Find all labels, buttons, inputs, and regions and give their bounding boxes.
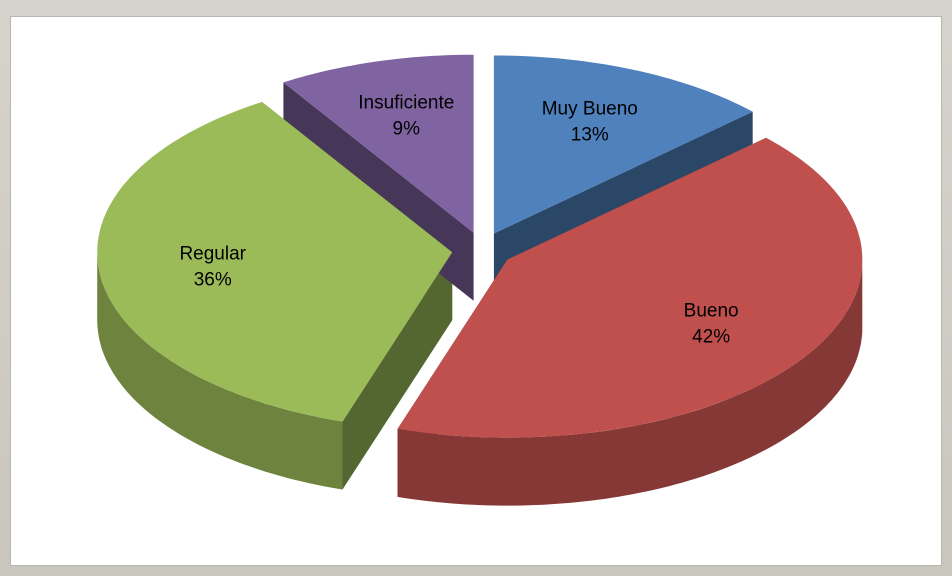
data-label-category: Insuficiente: [358, 92, 454, 113]
slice: [97, 102, 453, 422]
data-label-category: Bueno: [684, 301, 739, 322]
slice: [493, 55, 753, 234]
data-label-category: Regular: [179, 243, 246, 264]
slice-wall: [397, 259, 863, 506]
data-label-value: 13%: [571, 124, 609, 145]
slice: [283, 54, 474, 233]
data-label-value: 42%: [692, 327, 730, 348]
data-label-value: 9%: [393, 118, 421, 139]
slice: [397, 137, 863, 438]
data-label-category: Muy Bueno: [542, 98, 638, 119]
data-label-value: 36%: [194, 269, 232, 290]
slice-wall: [97, 252, 343, 490]
slice-side: [342, 252, 453, 490]
